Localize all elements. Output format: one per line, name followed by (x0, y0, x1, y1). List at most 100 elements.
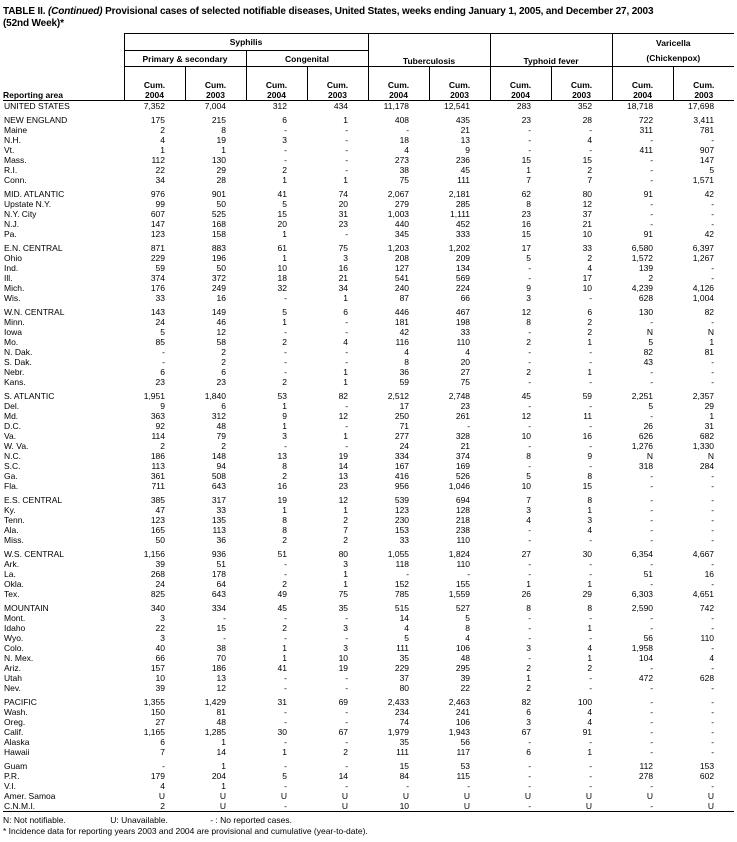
value-cell: 240 (394, 283, 410, 293)
value-cell: 118 (395, 559, 410, 569)
reporting-area-cell: Ark. (4, 559, 20, 569)
table-row: Calif. 1,165 1,285 30 67 1,979 1,943 67 91 - - (3, 727, 734, 737)
value-cell: 7,352 (143, 101, 165, 111)
value-cell: 48 (216, 717, 226, 727)
value-cell: 781 (699, 125, 715, 135)
value-cell: - (284, 717, 287, 727)
value-cell: 541 (394, 273, 410, 283)
reporting-area-cell: Kans. (4, 377, 26, 387)
table-row: Miss. 50 36 2 2 33 110- - - - (3, 535, 734, 545)
value-cell: 273 (394, 155, 410, 165)
value-cell: 4 (587, 717, 593, 727)
value-cell: 14 (399, 613, 410, 623)
value-cell: 9 (587, 451, 593, 461)
value-cell: 143 (150, 307, 165, 317)
value-cell: 277 (394, 431, 410, 441)
value-cell: - (345, 125, 349, 135)
value-cell: 9 (160, 401, 165, 411)
table-row: N. Mex. 66 70 1 10 35 48 - 1 104 4 (3, 653, 734, 663)
value-cell: 7,004 (204, 101, 226, 111)
value-cell: - (650, 367, 654, 377)
value-cell: 283 (516, 101, 532, 111)
value-cell: - (589, 347, 593, 357)
value-cell: 21 (582, 219, 593, 229)
value-cell: 435 (455, 115, 471, 125)
value-cell: 18,718 (627, 101, 654, 111)
value-cell: 602 (699, 771, 715, 781)
value-cell: 249 (211, 283, 226, 293)
value-cell: - (711, 643, 715, 653)
value-cell: 1 (709, 337, 715, 347)
value-cell: 4 (160, 135, 165, 145)
value-cell: 2,357 (692, 391, 715, 401)
reporting-area-cell: R.I. (4, 165, 18, 175)
value-cell: 374 (455, 451, 471, 461)
reporting-area-cell: Okla. (4, 579, 24, 589)
value-cell: 936 (211, 549, 226, 559)
value-cell: - (650, 165, 654, 175)
value-cell: 408 (394, 115, 410, 125)
value-cell: 15 (582, 481, 593, 491)
value-cell: 440 (394, 219, 410, 229)
value-cell: 6 (160, 367, 165, 377)
reporting-area-cell: Tenn. (4, 515, 25, 525)
table-row: Ind. 59 50 10 16 127 134 - 4 139 - (3, 263, 734, 273)
value-cell: 91 (643, 229, 654, 239)
value-cell: 976 (150, 189, 165, 199)
table-row: Nebr. 6 6 - 1 36 27 2 1 - - (3, 367, 734, 377)
value-cell: 1,276 (631, 441, 654, 451)
value-cell: - (711, 535, 715, 545)
value-cell: 1 (587, 653, 593, 663)
value-cell: 508 (211, 471, 226, 481)
value-cell: 1,559 (448, 589, 471, 599)
value-cell: 5 (282, 771, 287, 781)
col-header-varicella-cum-2004: Cum. 2004 (611, 66, 674, 101)
value-cell: 56 (460, 737, 471, 747)
value-cell: 515 (394, 603, 410, 613)
value-cell: - (284, 357, 287, 367)
value-cell: 2 (343, 747, 349, 757)
value-cell: 5 (648, 337, 654, 347)
value-cell: 35 (399, 653, 410, 663)
value-cell: 1 (282, 653, 287, 663)
value-cell: 3 (526, 717, 532, 727)
value-cell: - (284, 781, 287, 791)
primary-secondary-header: Primary & secondary (123, 50, 246, 67)
value-cell: - (650, 135, 654, 145)
value-cell: 91 (582, 727, 593, 737)
value-cell: - (711, 579, 715, 589)
value-cell: 152 (394, 579, 410, 589)
value-cell: 1 (221, 761, 226, 771)
reporting-area-cell: S. ATLANTIC (4, 391, 55, 401)
value-cell: 626 (638, 431, 654, 441)
table-row: PACIFIC 1,355 1,429 31 69 2,433 2,463 82 100 - - (3, 693, 734, 707)
table-row: MOUNTAIN 340 334 45 35 515 527 8 8 2,590 742 (3, 599, 734, 613)
value-cell: 2,463 (448, 697, 471, 707)
value-cell: 21 (338, 273, 349, 283)
value-cell: - (711, 495, 715, 505)
value-cell: - (345, 717, 349, 727)
value-cell: - (528, 421, 532, 431)
value-cell: 1 (343, 293, 349, 303)
value-cell: 8 (282, 461, 287, 471)
value-cell: 5 (282, 199, 287, 209)
value-cell: - (589, 673, 593, 683)
value-cell: 29 (582, 589, 593, 599)
value-cell: 5 (526, 471, 532, 481)
value-cell: 38 (216, 643, 226, 653)
incidence-footnote: * Incidence data for reporting years 200… (3, 826, 368, 836)
value-cell: - (589, 761, 593, 771)
value-cell: 66 (155, 653, 165, 663)
value-cell: - (345, 155, 349, 165)
value-cell: 74 (399, 717, 410, 727)
table-row: Ga. 361 508 2 13 416 526 5 8 - - (3, 471, 734, 481)
notifiable-diseases-table: Reporting area Syphilis Tuberculosis Typ… (3, 33, 735, 812)
value-cell: 37 (399, 673, 410, 683)
value-cell: 75 (399, 175, 410, 185)
value-cell: 8 (526, 603, 532, 613)
value-cell: - (528, 263, 532, 273)
value-cell: 113 (212, 525, 226, 535)
value-cell: 33 (216, 505, 226, 515)
value-cell: - (284, 559, 287, 569)
value-cell: - (711, 471, 715, 481)
